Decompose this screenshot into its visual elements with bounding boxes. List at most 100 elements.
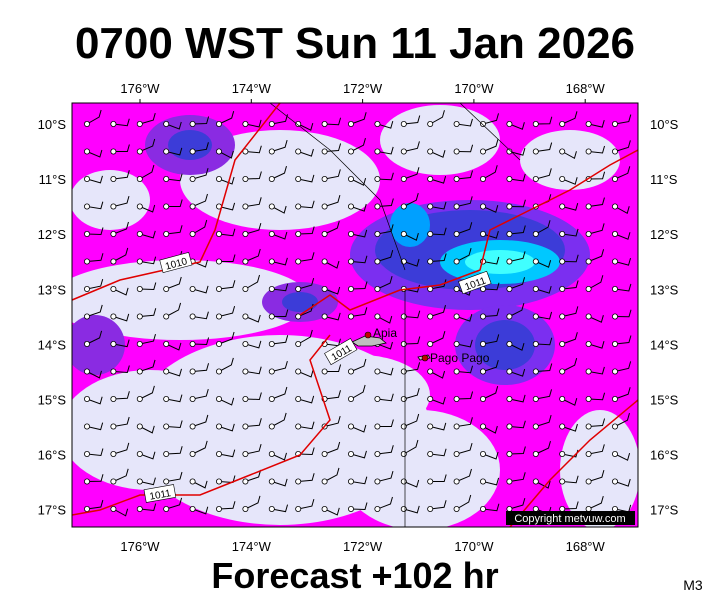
barb xyxy=(535,142,553,152)
station xyxy=(479,175,486,182)
barb xyxy=(456,144,474,153)
barb xyxy=(430,279,447,290)
station xyxy=(136,203,143,210)
barb xyxy=(192,480,208,489)
barb xyxy=(430,201,447,210)
lat-label: 16°S xyxy=(650,448,679,463)
station xyxy=(189,230,196,237)
station xyxy=(242,121,249,128)
barb xyxy=(245,495,261,510)
station xyxy=(163,121,170,128)
station xyxy=(585,313,592,320)
station xyxy=(295,423,302,430)
station xyxy=(268,148,275,155)
barb xyxy=(86,422,104,431)
station xyxy=(585,368,592,375)
barb xyxy=(377,250,394,262)
barb xyxy=(430,253,447,262)
station xyxy=(585,395,592,402)
barb xyxy=(562,177,578,185)
station xyxy=(506,478,513,485)
station xyxy=(559,148,566,155)
station xyxy=(295,340,302,347)
barb xyxy=(482,477,500,486)
barb xyxy=(298,226,315,235)
station xyxy=(479,230,486,237)
barb xyxy=(535,311,553,320)
barb xyxy=(298,473,315,482)
station xyxy=(110,285,117,292)
station xyxy=(295,368,302,375)
barb xyxy=(139,113,156,125)
barb xyxy=(482,205,499,213)
barb xyxy=(456,417,473,427)
station xyxy=(136,423,143,430)
barb xyxy=(482,334,500,345)
barb xyxy=(245,145,262,154)
station xyxy=(84,478,91,485)
barb xyxy=(219,254,236,262)
model-label: M3 xyxy=(683,577,703,593)
station xyxy=(479,203,486,210)
barb xyxy=(166,394,183,403)
station xyxy=(268,478,275,485)
station xyxy=(321,258,328,265)
station xyxy=(453,340,460,347)
station xyxy=(612,313,619,320)
station xyxy=(110,505,117,512)
barb xyxy=(588,392,606,401)
station xyxy=(110,395,117,402)
barb xyxy=(377,419,394,427)
barb xyxy=(482,360,499,372)
station xyxy=(506,203,513,210)
station xyxy=(189,505,196,512)
station xyxy=(427,148,434,155)
barb xyxy=(139,204,156,213)
barb xyxy=(482,113,500,125)
barb xyxy=(509,394,526,403)
lon-label: 176°W xyxy=(120,539,160,554)
barb xyxy=(139,359,156,372)
barb xyxy=(456,339,473,348)
place-label: Apia xyxy=(373,326,397,340)
station xyxy=(242,285,249,292)
barb xyxy=(218,331,235,345)
lat-label: 16°S xyxy=(38,448,67,463)
station xyxy=(110,258,117,265)
barb xyxy=(509,147,526,156)
station xyxy=(242,203,249,210)
station xyxy=(374,313,381,320)
station xyxy=(532,148,539,155)
barb xyxy=(562,475,579,484)
barb xyxy=(588,249,605,262)
barb xyxy=(614,452,631,461)
station xyxy=(163,368,170,375)
barb xyxy=(377,367,394,376)
forecast-label: Forecast +102 hr xyxy=(211,555,498,596)
barb xyxy=(218,150,234,159)
lat-label: 13°S xyxy=(38,282,67,297)
barb xyxy=(139,477,156,486)
station xyxy=(506,423,513,430)
barb xyxy=(166,173,183,182)
barb xyxy=(377,393,394,402)
barb xyxy=(86,396,103,405)
barb xyxy=(324,220,340,235)
barb xyxy=(429,110,445,125)
station xyxy=(532,175,539,182)
barb xyxy=(139,230,156,239)
barb xyxy=(377,146,394,155)
isobar-label: 1011 xyxy=(143,484,177,503)
barb xyxy=(430,500,447,510)
barb xyxy=(350,450,367,459)
station xyxy=(427,395,434,402)
barb xyxy=(113,508,129,517)
barb xyxy=(377,470,394,482)
station xyxy=(506,175,513,182)
station xyxy=(374,175,381,182)
barb xyxy=(588,444,605,455)
barb xyxy=(561,151,577,160)
barb xyxy=(113,391,130,400)
station xyxy=(427,423,434,430)
barb xyxy=(245,248,261,262)
